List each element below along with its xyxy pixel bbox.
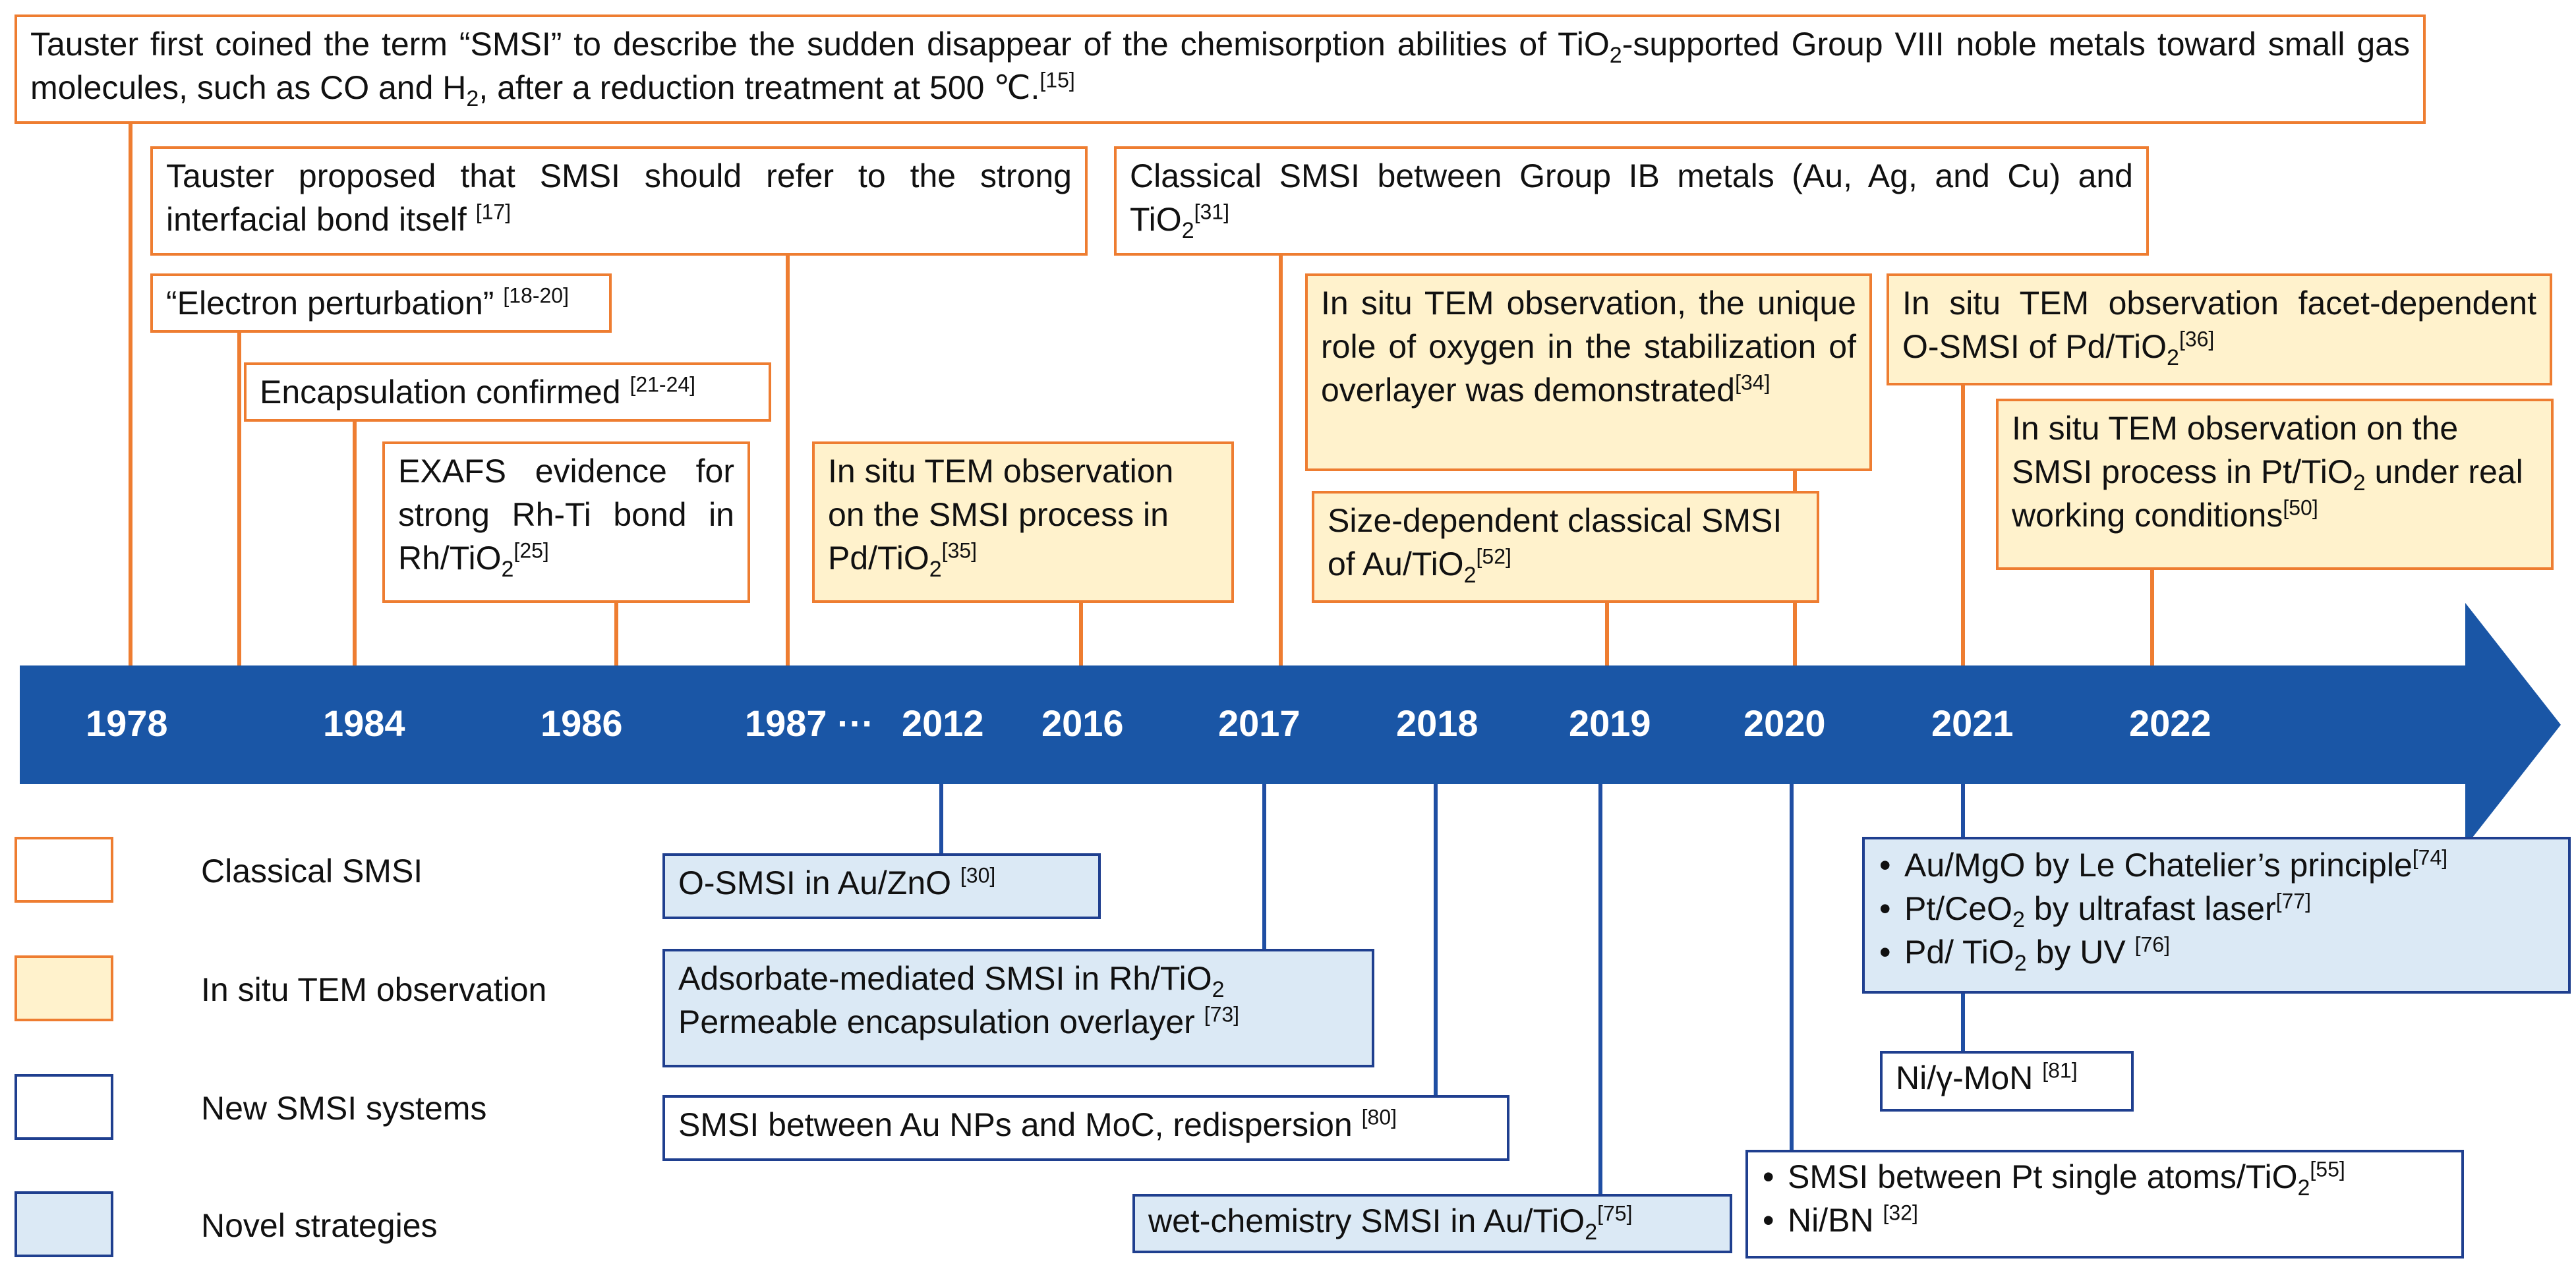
event-1984-encapsulation: Encapsulation confirmed [21-24] bbox=[244, 362, 771, 422]
connector-2021-below bbox=[1961, 784, 1965, 840]
year-1984: 1984 bbox=[323, 702, 405, 744]
strategy-item: Au/MgO by Le Chatelier’s principle[74] bbox=[1879, 843, 2555, 887]
year-1987: 1987 ··· bbox=[745, 702, 875, 744]
legend-swatch-new-systems bbox=[15, 1074, 113, 1140]
connector-2022 bbox=[2150, 570, 2154, 665]
connector-2021-nimon bbox=[1961, 992, 1965, 1051]
legend-swatch-novel bbox=[15, 1191, 113, 1257]
legend-swatch-classical bbox=[15, 837, 113, 903]
event-2017-group-ib: Classical SMSI between Group IB metals (… bbox=[1114, 146, 2149, 256]
event-2019-size-dependent: Size-dependent classical SMSI of Au/TiO2… bbox=[1312, 491, 1819, 603]
event-2021-ni-mon: Ni/γ-MoN [81] bbox=[1880, 1051, 2134, 1112]
event-electron-perturbation: “Electron perturbation” [18-20] bbox=[150, 273, 612, 333]
year-2017: 2017 bbox=[1218, 702, 1301, 744]
event-1987-interfacial-bond: Tauster proposed that SMSI should refer … bbox=[150, 146, 1088, 256]
event-2019-wet-chemistry: wet-chemistry SMSI in Au/TiO2[75] bbox=[1132, 1194, 1732, 1253]
legend-label-novel: Novel strategies bbox=[201, 1207, 438, 1244]
event-2022-real-conditions: In situ TEM observation on the SMSI proc… bbox=[1996, 399, 2554, 570]
legend-label-classical: Classical SMSI bbox=[201, 853, 423, 890]
connector-1987 bbox=[786, 256, 790, 665]
event-2017-adsorbate-mediated: Adsorbate-mediated SMSI in Rh/TiO2 Perme… bbox=[662, 949, 1374, 1067]
event-2018-moc: SMSI between Au NPs and MoC, redispersio… bbox=[662, 1095, 1509, 1161]
year-2020: 2020 bbox=[1743, 702, 1826, 744]
connector-2021 bbox=[1961, 384, 1965, 665]
year-2019: 2019 bbox=[1569, 702, 1651, 744]
systems-list: SMSI between Pt single atoms/TiO2[55] Ni… bbox=[1761, 1155, 2448, 1242]
legend-label-new-systems: New SMSI systems bbox=[201, 1090, 487, 1127]
event-2021-novel-strategies: Au/MgO by Le Chatelier’s principle[74] P… bbox=[1862, 837, 2571, 994]
year-2016: 2016 bbox=[1041, 702, 1124, 744]
event-2021-facet-dependent: In situ TEM observation facet-dependent … bbox=[1887, 273, 2552, 385]
system-item: Ni/BN [32] bbox=[1763, 1199, 2448, 1242]
connector-2016 bbox=[1079, 600, 1083, 665]
connector-electron bbox=[237, 331, 241, 665]
connector-2017-below bbox=[1262, 784, 1266, 949]
connector-2019-below bbox=[1598, 784, 1602, 1222]
event-1986-exafs: EXAFS evidence for strong Rh-Ti bond in … bbox=[382, 441, 750, 603]
event-2012-o-smsi: O-SMSI in Au/ZnO [30] bbox=[662, 853, 1101, 919]
connector-2017 bbox=[1279, 256, 1283, 665]
strategy-item: Pd/ TiO2 by UV [76] bbox=[1879, 930, 2555, 975]
event-2016-tem-pd: In situ TEM observation on the SMSI proc… bbox=[812, 441, 1234, 603]
connector-2019 bbox=[1605, 603, 1609, 665]
event-2020-tem-oxygen: In situ TEM observation, the unique role… bbox=[1305, 273, 1872, 471]
legend-label-tem: In situ TEM observation bbox=[201, 971, 547, 1008]
connector-1978 bbox=[129, 124, 132, 665]
year-2021: 2021 bbox=[1931, 702, 2014, 744]
year-2022: 2022 bbox=[2129, 702, 2211, 744]
year-1978: 1978 bbox=[86, 702, 168, 744]
year-2012: 2012 bbox=[902, 702, 984, 744]
strategy-item: Pt/CeO2 by ultrafast laser[77] bbox=[1879, 887, 2555, 931]
event-2020-new-systems: SMSI between Pt single atoms/TiO2[55] Ni… bbox=[1745, 1150, 2464, 1259]
legend-swatch-tem bbox=[15, 955, 113, 1021]
connector-2020-below bbox=[1790, 784, 1794, 1150]
connector-2012-below bbox=[939, 784, 943, 853]
strategies-list: Au/MgO by Le Chatelier’s principle[74] P… bbox=[1878, 843, 2555, 975]
connector-1984 bbox=[353, 420, 357, 665]
event-1978-smsi-coined: Tauster first coined the term “SMSI” to … bbox=[15, 14, 2426, 124]
year-2018: 2018 bbox=[1396, 702, 1478, 744]
connector-1986 bbox=[614, 603, 618, 665]
connector-2018-below bbox=[1434, 784, 1438, 1107]
year-1986: 1986 bbox=[541, 702, 623, 744]
system-item: SMSI between Pt single atoms/TiO2[55] bbox=[1763, 1155, 2448, 1199]
